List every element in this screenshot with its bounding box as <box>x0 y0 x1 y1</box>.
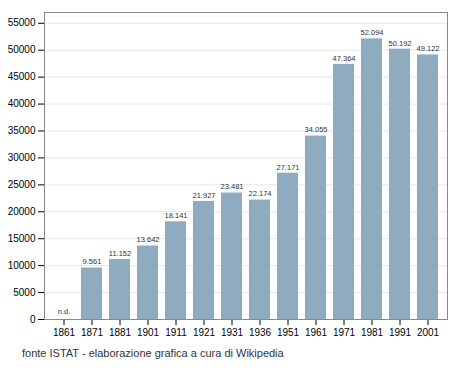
svg-text:n.d.: n.d. <box>58 307 71 316</box>
svg-text:1901: 1901 <box>137 327 160 338</box>
svg-text:50000: 50000 <box>8 44 36 55</box>
svg-text:35000: 35000 <box>8 125 36 136</box>
svg-text:1961: 1961 <box>305 327 328 338</box>
svg-text:1861: 1861 <box>53 327 76 338</box>
html-text:fonte ISTAT - elaborazione gra: fonte ISTAT - elaborazione grafica a cur… <box>22 347 284 359</box>
svg-text:1971: 1971 <box>333 327 356 338</box>
svg-text:1951: 1951 <box>277 327 300 338</box>
svg-text:2001: 2001 <box>417 327 440 338</box>
svg-text:49.122: 49.122 <box>417 44 440 53</box>
svg-text:34.055: 34.055 <box>305 125 328 134</box>
svg-text:20000: 20000 <box>8 206 36 217</box>
svg-text:55000: 55000 <box>8 17 36 28</box>
svg-text:5000: 5000 <box>13 287 36 298</box>
svg-text:23.481: 23.481 <box>221 182 244 191</box>
svg-text:11.152: 11.152 <box>109 249 131 258</box>
svg-text:1871: 1871 <box>81 327 104 338</box>
svg-text:9.561: 9.561 <box>83 257 102 266</box>
svg-text:1931: 1931 <box>221 327 244 338</box>
svg-text:52.094: 52.094 <box>361 28 384 37</box>
svg-text:21.927: 21.927 <box>193 191 216 200</box>
svg-text:30000: 30000 <box>8 152 36 163</box>
svg-text:1881: 1881 <box>109 327 132 338</box>
svg-text:22.174: 22.174 <box>249 189 272 198</box>
svg-text:1921: 1921 <box>193 327 216 338</box>
svg-text:0: 0 <box>30 314 36 325</box>
svg-text:1991: 1991 <box>389 327 412 338</box>
svg-text:18.141: 18.141 <box>165 211 188 220</box>
svg-text:15000: 15000 <box>8 233 36 244</box>
svg-text:45000: 45000 <box>8 71 36 82</box>
svg-text:13.642: 13.642 <box>137 235 160 244</box>
svg-text:27.171: 27.171 <box>277 163 300 172</box>
svg-text:1981: 1981 <box>361 327 384 338</box>
svg-text:1936: 1936 <box>249 327 272 338</box>
svg-text:47.364: 47.364 <box>333 54 356 63</box>
svg-text:1911: 1911 <box>165 327 187 338</box>
svg-text:25000: 25000 <box>8 179 36 190</box>
svg-text:50.192: 50.192 <box>389 39 412 48</box>
svg-text:40000: 40000 <box>8 98 36 109</box>
svg-text:10000: 10000 <box>8 260 36 271</box>
